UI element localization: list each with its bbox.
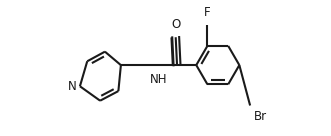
Text: Br: Br: [254, 110, 267, 123]
Text: N: N: [68, 80, 76, 93]
Text: F: F: [204, 6, 211, 19]
Text: NH: NH: [150, 73, 167, 86]
Text: O: O: [171, 18, 180, 31]
